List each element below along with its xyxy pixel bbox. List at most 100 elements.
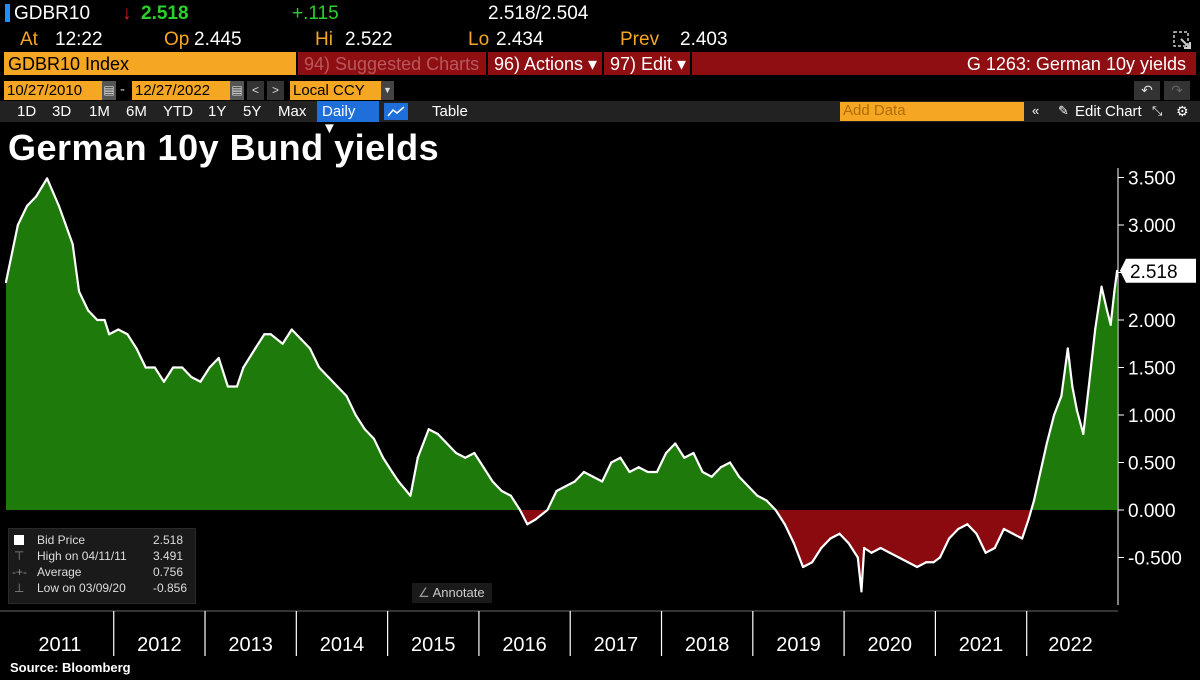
data-point xyxy=(1105,309,1109,312)
data-point xyxy=(190,375,193,379)
data-point xyxy=(509,494,512,497)
data-point xyxy=(345,394,348,398)
legend-low-label: Low on 03/09/20 xyxy=(37,581,126,595)
data-point xyxy=(738,475,741,478)
data-point xyxy=(683,456,686,459)
last-price: 2.518 xyxy=(141,3,189,24)
range-1y[interactable]: 1Y xyxy=(208,103,227,120)
data-point xyxy=(454,451,458,455)
data-point xyxy=(1039,470,1042,474)
stats-row: At 12:22 Op 2.445 Hi 2.522 Lo 2.434 Prev… xyxy=(0,27,1200,51)
expand-icon[interactable]: ⤡ xyxy=(1152,103,1163,118)
data-point xyxy=(792,542,795,545)
data-point xyxy=(171,366,175,369)
data-point xyxy=(888,551,891,554)
range-bar: 1D 3D 1M 6M YTD 1Y 5Y Max Daily ▼ Table … xyxy=(0,101,1200,137)
data-point xyxy=(993,546,996,550)
currency-select[interactable]: Local CCY xyxy=(290,81,382,100)
data-point xyxy=(710,475,713,478)
actions-menu[interactable]: 96) Actions ▾ xyxy=(488,52,602,75)
data-point xyxy=(254,347,257,350)
change-arrow-icon: ↓ xyxy=(122,3,132,24)
data-point xyxy=(860,590,863,593)
popout-icon[interactable] xyxy=(1172,30,1194,50)
security-field[interactable]: GDBR10 Index xyxy=(4,52,296,75)
data-point xyxy=(281,342,284,345)
data-point xyxy=(610,461,613,464)
data-point xyxy=(719,466,722,469)
x-tick-label: 2015 xyxy=(411,634,456,656)
data-point xyxy=(879,546,882,550)
data-point xyxy=(336,385,339,388)
data-point xyxy=(290,328,293,331)
positive-yield-area xyxy=(6,178,1118,510)
redo-icon[interactable]: ↷ xyxy=(1164,81,1190,100)
data-point xyxy=(1060,394,1063,398)
undo-icon[interactable]: ↶ xyxy=(1134,81,1160,100)
data-point xyxy=(847,542,850,545)
annotate-button[interactable]: ∠ Annotate xyxy=(412,583,492,603)
data-point xyxy=(445,442,449,445)
add-data-field[interactable]: Add Data xyxy=(840,102,1024,121)
data-point xyxy=(582,470,586,474)
x-tick-label: 2011 xyxy=(38,634,81,656)
data-point xyxy=(925,561,928,564)
chart-area[interactable]: 3.5003.0002.5002.0001.5001.0000.5000.000… xyxy=(0,168,1200,660)
data-point xyxy=(242,366,245,369)
data-point xyxy=(701,470,704,474)
data-point xyxy=(77,290,81,293)
data-point xyxy=(181,366,184,369)
next-period-icon[interactable]: > xyxy=(267,81,284,100)
data-point xyxy=(208,366,211,369)
net-change: +.115 xyxy=(292,3,339,24)
data-point xyxy=(381,456,385,459)
data-point xyxy=(564,485,567,488)
data-point xyxy=(655,470,659,474)
range-6m[interactable]: 6M xyxy=(126,103,147,120)
end-calendar-icon[interactable]: ▤ xyxy=(230,81,244,100)
y-tick-label: 3.000 xyxy=(1128,216,1176,237)
frequency-select[interactable]: Daily ▼ xyxy=(317,101,379,137)
data-point xyxy=(1071,385,1074,388)
range-1d[interactable]: 1D xyxy=(17,103,37,120)
data-point xyxy=(747,485,750,488)
collapse-icon[interactable]: « xyxy=(1032,103,1040,118)
x-tick-label: 2020 xyxy=(868,634,913,656)
suggested-charts-button[interactable]: 94) Suggested Charts xyxy=(298,52,486,75)
data-point xyxy=(728,461,732,464)
range-3d[interactable]: 3D xyxy=(52,103,72,120)
chart-type-icon[interactable] xyxy=(384,103,408,120)
pencil-icon: ✎ xyxy=(1058,103,1069,118)
range-1m[interactable]: 1M xyxy=(89,103,110,120)
data-point xyxy=(217,356,220,360)
data-point xyxy=(573,480,576,483)
table-button[interactable]: Table xyxy=(432,103,468,120)
data-point xyxy=(664,451,668,455)
data-point xyxy=(1011,532,1015,535)
data-point xyxy=(870,551,873,554)
data-point xyxy=(126,333,129,336)
range-5y[interactable]: 5Y xyxy=(243,103,262,120)
start-calendar-icon[interactable]: ▤ xyxy=(102,81,116,100)
data-point xyxy=(153,366,156,369)
data-point xyxy=(1021,537,1024,540)
range-ytd[interactable]: YTD xyxy=(163,103,193,120)
currency-chevron-icon[interactable]: ▼ xyxy=(381,81,394,100)
start-date-field[interactable]: 10/27/2010 xyxy=(4,81,102,100)
gear-icon[interactable]: ⚙ xyxy=(1176,103,1189,119)
data-point xyxy=(162,380,166,383)
data-point xyxy=(199,380,202,383)
data-point xyxy=(1045,442,1048,445)
data-point xyxy=(327,375,330,379)
data-point xyxy=(863,546,866,550)
prev-period-icon[interactable]: < xyxy=(247,81,264,100)
end-date-field[interactable]: 12/27/2022 xyxy=(132,81,230,100)
data-point xyxy=(464,456,467,459)
edit-menu[interactable]: 97) Edit ▾ xyxy=(604,52,690,75)
range-max[interactable]: Max xyxy=(278,103,307,120)
data-point xyxy=(372,437,376,440)
data-point xyxy=(838,532,841,535)
data-point xyxy=(801,565,805,569)
ticker[interactable]: GDBR10 xyxy=(14,3,91,24)
edit-chart-button[interactable]: Edit Chart xyxy=(1075,103,1142,120)
